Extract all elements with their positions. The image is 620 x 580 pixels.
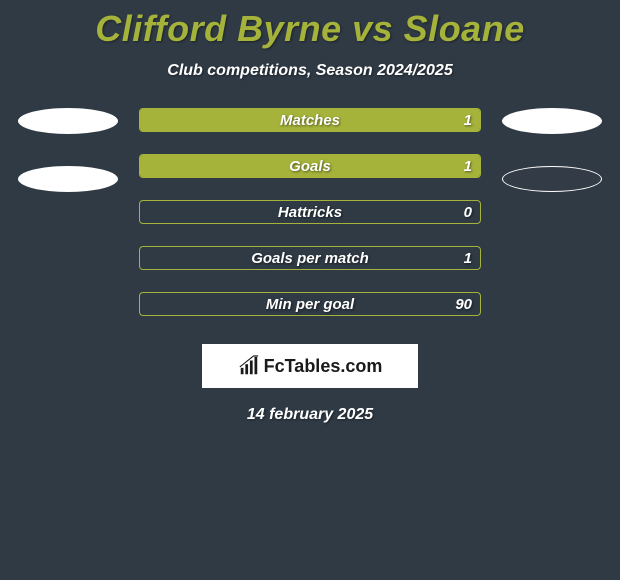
stat-bar: Goals per match1 bbox=[139, 246, 481, 270]
subtitle: Club competitions, Season 2024/2025 bbox=[0, 62, 620, 80]
right-ellipse-col bbox=[497, 108, 607, 192]
page-title: Clifford Byrne vs Sloane bbox=[0, 0, 620, 50]
stat-bar: Hattricks0 bbox=[139, 200, 481, 224]
stat-bar: Matches1 bbox=[139, 108, 481, 132]
logo-text: FcTables.com bbox=[264, 356, 383, 377]
stats-bars: Matches1Goals1Hattricks0Goals per match1… bbox=[139, 108, 481, 316]
logo-box: FcTables.com bbox=[202, 344, 418, 388]
footer-date: 14 february 2025 bbox=[0, 406, 620, 424]
stat-bar: Goals1 bbox=[139, 154, 481, 178]
stat-bar-label: Matches bbox=[140, 109, 480, 131]
stat-bar-value: 1 bbox=[464, 247, 472, 269]
chart-icon bbox=[238, 355, 260, 377]
right-ellipse-2 bbox=[502, 166, 602, 192]
stat-bar: Min per goal90 bbox=[139, 292, 481, 316]
left-ellipse-2 bbox=[18, 166, 118, 192]
content-row: Matches1Goals1Hattricks0Goals per match1… bbox=[0, 108, 620, 316]
stat-bar-label: Min per goal bbox=[140, 293, 480, 315]
stat-bar-value: 1 bbox=[464, 109, 472, 131]
stat-bar-label: Goals per match bbox=[140, 247, 480, 269]
stat-bar-value: 90 bbox=[455, 293, 472, 315]
stat-bar-value: 0 bbox=[464, 201, 472, 223]
left-ellipse-col bbox=[13, 108, 123, 192]
left-ellipse-1 bbox=[18, 108, 118, 134]
stat-bar-value: 1 bbox=[464, 155, 472, 177]
stat-bar-label: Hattricks bbox=[140, 201, 480, 223]
right-ellipse-1 bbox=[502, 108, 602, 134]
stat-bar-label: Goals bbox=[140, 155, 480, 177]
